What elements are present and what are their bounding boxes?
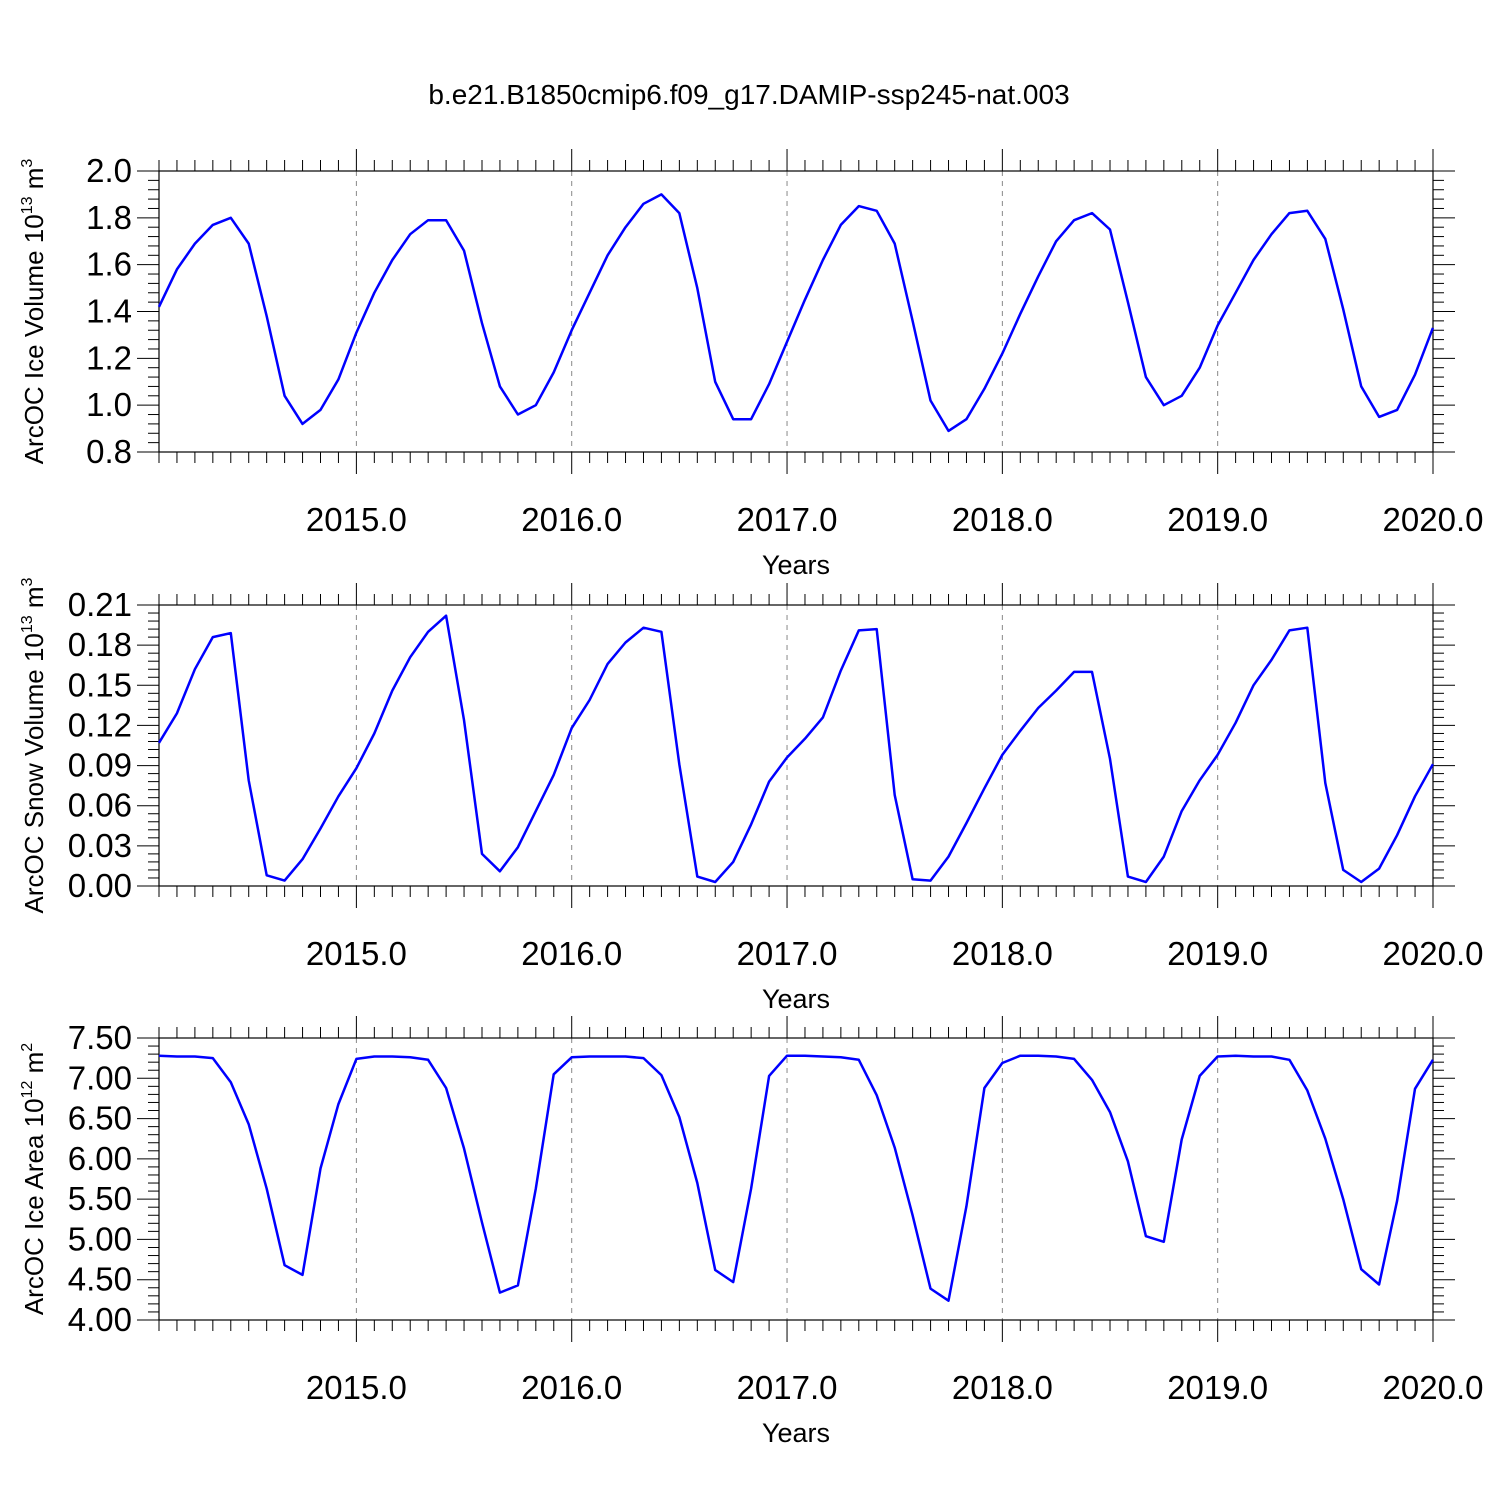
y-tick-label: 1.4 xyxy=(86,293,132,330)
x-tick-label: 2015.0 xyxy=(306,501,407,538)
y-tick-label: 4.00 xyxy=(68,1301,132,1338)
x-axis-label: Years xyxy=(762,984,830,1014)
y-axis-label-part: m xyxy=(19,1052,49,1081)
x-tick-label: 2019.0 xyxy=(1167,501,1268,538)
x-tick-label: 2018.0 xyxy=(952,1369,1053,1406)
y-tick-label: 1.8 xyxy=(86,199,132,236)
y-tick-label: 1.2 xyxy=(86,339,132,376)
series-line xyxy=(157,614,1434,884)
y-tick-label: 5.50 xyxy=(68,1180,132,1217)
y-axis-label-part: ArcOC Ice Volume 10 xyxy=(19,214,49,464)
y-tick-label: 0.15 xyxy=(68,666,132,703)
y-axis-label-part: ArcOC Ice Area 10 xyxy=(19,1098,49,1315)
y-axis-label-part: 12 xyxy=(19,1081,36,1099)
y-tick-label: 6.50 xyxy=(68,1100,132,1137)
chart-panel-2: 2015.0 2016.0 2017.0 2018.0 2019.0 2020.0 Year… xyxy=(19,577,1483,1014)
y-axis-label-part: 3 xyxy=(19,159,36,168)
y-axis-label-part: ArcOC Snow Volume 10 xyxy=(19,633,49,913)
y-axis-label-part: m xyxy=(19,586,49,615)
y-tick-label: 0.03 xyxy=(68,827,132,864)
y-tick-label: 0.06 xyxy=(68,787,132,824)
y-tick-label: 4.50 xyxy=(68,1261,132,1298)
y-axis-label-part: 13 xyxy=(19,615,36,633)
x-tick-label: 2017.0 xyxy=(737,501,838,538)
y-tick-label: 0.12 xyxy=(68,706,132,743)
x-tick-label: 2020.0 xyxy=(1383,501,1484,538)
x-tick-label: 2018.0 xyxy=(952,501,1053,538)
x-axis-label: Years xyxy=(762,550,830,580)
series-line xyxy=(157,193,1435,433)
plot-frame xyxy=(158,604,1434,887)
y-tick-label: 0.18 xyxy=(68,626,132,663)
y-axis-label: ArcOC Snow Volume 1013 m3 xyxy=(19,577,49,913)
y-tick-label: 2.0 xyxy=(86,152,132,189)
y-tick-label: 6.00 xyxy=(68,1140,132,1177)
x-tick-label: 2020.0 xyxy=(1383,935,1484,972)
y-axis-label-part: 13 xyxy=(19,196,36,214)
chart-panel-1: 2015.0 2016.0 2017.0 2018.0 2019.0 2020.0 Year… xyxy=(19,149,1483,580)
x-axis-label: Years xyxy=(762,1418,830,1448)
x-tick-label: 2018.0 xyxy=(952,935,1053,972)
y-tick-label: 0.09 xyxy=(68,747,132,784)
y-tick-label: 0.8 xyxy=(86,433,132,470)
y-tick-label: 7.00 xyxy=(68,1059,132,1096)
x-tick-label: 2016.0 xyxy=(521,935,622,972)
series-line xyxy=(158,1054,1434,1302)
y-tick-label: 1.0 xyxy=(86,386,132,423)
x-tick-label: 2017.0 xyxy=(737,1369,838,1406)
y-tick-label: 0.00 xyxy=(68,867,132,904)
x-tick-label: 2015.0 xyxy=(306,1369,407,1406)
y-tick-label: 0.21 xyxy=(68,586,132,623)
chart-panel-3: 2015.0 2016.0 2017.0 2018.0 2019.0 2020.0 Year… xyxy=(19,1016,1483,1448)
x-tick-label: 2020.0 xyxy=(1383,1369,1484,1406)
x-tick-label: 2015.0 xyxy=(306,935,407,972)
x-tick-label: 2016.0 xyxy=(521,1369,622,1406)
y-axis-label-part: 2 xyxy=(19,1043,36,1052)
plot-frame xyxy=(158,170,1434,453)
y-tick-label: 7.50 xyxy=(68,1019,132,1056)
y-axis-label-part: 3 xyxy=(19,577,36,586)
x-tick-label: 2019.0 xyxy=(1167,1369,1268,1406)
y-axis-label: ArcOC Ice Volume 1013 m3 xyxy=(19,159,49,465)
y-tick-label: 1.6 xyxy=(86,246,132,283)
chart-title: b.e21.B1850cmip6.f09_g17.DAMIP-ssp245-na… xyxy=(428,79,1069,110)
x-tick-label: 2017.0 xyxy=(737,935,838,972)
y-tick-label: 5.00 xyxy=(68,1220,132,1257)
y-axis-label: ArcOC Ice Area 1012 m2 xyxy=(19,1043,49,1315)
plot-frame xyxy=(158,1037,1434,1321)
x-tick-label: 2019.0 xyxy=(1167,935,1268,972)
x-tick-label: 2016.0 xyxy=(521,501,622,538)
y-axis-label-part: m xyxy=(19,168,49,197)
